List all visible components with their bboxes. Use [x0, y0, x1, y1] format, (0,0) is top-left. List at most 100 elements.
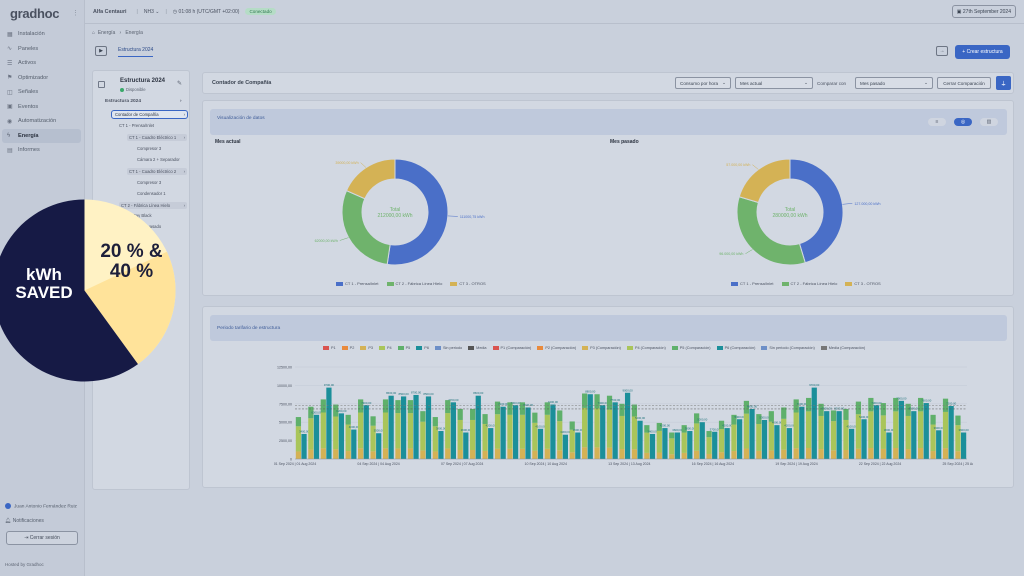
bar-current[interactable]	[388, 395, 394, 459]
bar-comparison-segment[interactable]	[893, 397, 899, 412]
legend-item[interactable]: P2	[341, 346, 354, 350]
bar-comparison-segment[interactable]	[420, 450, 426, 459]
bar-comparison-segment[interactable]	[532, 450, 538, 459]
legend-item[interactable]: P4 (Comparación)	[626, 346, 666, 350]
bar-comparison-segment[interactable]	[432, 451, 438, 459]
export-button[interactable]: →	[936, 46, 948, 56]
bar-current[interactable]	[525, 407, 531, 459]
bar-comparison-segment[interactable]	[507, 402, 513, 415]
bar-current[interactable]	[550, 404, 556, 459]
bar-comparison-segment[interactable]	[470, 408, 476, 420]
legend-item[interactable]: P5	[397, 346, 410, 350]
bar-comparison-segment[interactable]	[843, 419, 849, 450]
legend-item[interactable]: CT 1 - Prensa/Inlet	[336, 281, 379, 286]
bar-comparison-segment[interactable]	[793, 412, 799, 449]
bar-comparison-segment[interactable]	[295, 451, 302, 459]
bar-comparison-segment[interactable]	[494, 448, 501, 459]
bar-comparison-segment[interactable]	[955, 451, 961, 459]
bar-comparison-segment[interactable]	[893, 411, 899, 449]
logout-button[interactable]: ⇥ Cerrar sesión	[6, 531, 78, 545]
bar-comparison-segment[interactable]	[818, 449, 824, 459]
bar-comparison-segment[interactable]	[806, 411, 812, 449]
bar-comparison-segment[interactable]	[756, 414, 762, 424]
bar-current[interactable]	[674, 432, 680, 459]
bar-comparison-segment[interactable]	[569, 452, 575, 459]
bar-comparison-segment[interactable]	[358, 448, 364, 459]
bar-current[interactable]	[313, 414, 320, 459]
tree-node-selected[interactable]: Contador de Compañía ›	[111, 110, 188, 119]
bar-comparison-segment[interactable]	[681, 452, 687, 459]
legend-item[interactable]: Media (Comparación)	[820, 346, 865, 350]
bar-comparison-segment[interactable]	[781, 407, 787, 419]
bar-comparison-segment[interactable]	[320, 399, 326, 413]
bar-comparison-segment[interactable]	[457, 419, 463, 450]
bar-comparison-segment[interactable]	[519, 448, 526, 459]
bar-current[interactable]	[699, 422, 705, 459]
bar-comparison-segment[interactable]	[320, 448, 326, 459]
bar-comparison-segment[interactable]	[781, 418, 787, 450]
bar-comparison-segment[interactable]	[557, 450, 563, 459]
bar-comparison-segment[interactable]	[606, 395, 613, 410]
bar-comparison-segment[interactable]	[743, 413, 750, 449]
bar-current[interactable]	[911, 411, 917, 459]
bar-comparison-segment[interactable]	[619, 403, 625, 416]
tree-root[interactable]: Estructura 2024 ›	[105, 99, 182, 104]
bar-comparison-segment[interactable]	[532, 422, 538, 451]
bar-comparison-segment[interactable]	[470, 419, 476, 450]
bar-current[interactable]	[500, 406, 506, 459]
bar-current[interactable]	[351, 429, 357, 459]
bar-comparison-segment[interactable]	[370, 451, 376, 459]
legend-item[interactable]: Media	[468, 346, 487, 350]
bar-comparison-segment[interactable]	[756, 450, 762, 459]
donut-slice[interactable]	[789, 158, 844, 264]
bar-current[interactable]	[400, 396, 407, 459]
bar-comparison-segment[interactable]	[669, 432, 675, 439]
legend-item[interactable]: P4	[378, 346, 392, 350]
legend-item[interactable]: CT 1 - Prensa/Inlet	[731, 281, 774, 286]
bar-comparison-segment[interactable]	[445, 400, 451, 414]
bar-comparison-segment[interactable]	[407, 413, 414, 449]
bar-current[interactable]	[662, 428, 668, 459]
bar-comparison-segment[interactable]	[507, 414, 513, 449]
bar-comparison-segment[interactable]	[308, 418, 314, 450]
bar-comparison-segment[interactable]	[308, 406, 314, 419]
bar-current[interactable]	[861, 419, 867, 459]
group-by-select[interactable]: Consumo por hora ⌄	[675, 77, 731, 89]
bar-comparison-segment[interactable]	[768, 411, 774, 422]
bar-comparison-segment[interactable]	[594, 408, 600, 448]
bar-comparison-segment[interactable]	[731, 414, 737, 425]
tree-node[interactable]: Condensador 1	[137, 191, 166, 196]
bar-comparison-segment[interactable]	[930, 451, 936, 459]
bar-comparison-segment[interactable]	[382, 448, 389, 459]
notifications-link[interactable]: 🔔︎ Notificaciones	[5, 518, 44, 524]
bar-comparison-segment[interactable]	[768, 450, 774, 459]
bar-comparison-segment[interactable]	[880, 403, 886, 416]
bar-comparison-segment[interactable]	[942, 411, 949, 449]
bar-current[interactable]	[786, 428, 792, 459]
tree-node[interactable]: Compresor 3	[137, 180, 162, 185]
bar-comparison-segment[interactable]	[619, 415, 625, 450]
bar-comparison-segment[interactable]	[395, 413, 401, 449]
bar-comparison-segment[interactable]	[706, 453, 712, 459]
bar-comparison-segment[interactable]	[880, 415, 886, 449]
bar-comparison-segment[interactable]	[582, 407, 588, 448]
bar-comparison-segment[interactable]	[868, 448, 874, 459]
tree-node[interactable]: CT 2 - Fábrica Línea Hielo ›	[119, 202, 187, 209]
legend-item[interactable]: Sin periodo	[434, 346, 462, 350]
bar-comparison-segment[interactable]	[855, 448, 862, 459]
bar-comparison-segment[interactable]	[644, 452, 650, 459]
legend-item[interactable]: Sin periodo (Comparación)	[761, 346, 815, 350]
bar-comparison-segment[interactable]	[594, 394, 600, 409]
breadcrumb-item[interactable]: Energía	[97, 30, 116, 36]
bar-current[interactable]	[736, 419, 743, 459]
edit-icon[interactable]: ✎	[177, 81, 183, 87]
bar-current[interactable]	[637, 420, 643, 459]
bar-comparison-segment[interactable]	[656, 422, 662, 431]
bar-comparison-segment[interactable]	[295, 426, 302, 452]
bar-current[interactable]	[774, 425, 780, 459]
legend-item[interactable]: CT 2 - Fábrica Línea Hielo	[386, 281, 442, 286]
bar-comparison-segment[interactable]	[905, 403, 911, 416]
bar-comparison-segment[interactable]	[370, 416, 376, 426]
tree-node[interactable]: Cámara 2 + Separador	[137, 157, 180, 162]
filter-button[interactable]: ⏚	[996, 76, 1011, 90]
